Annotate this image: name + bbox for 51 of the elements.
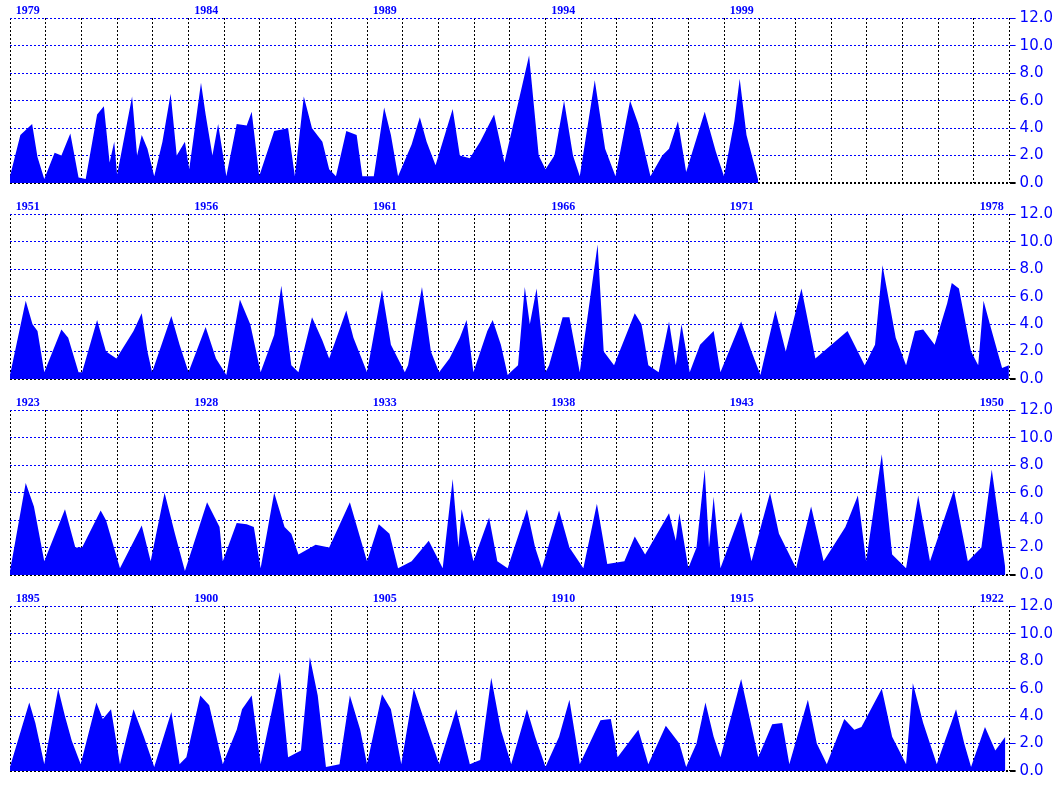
y-tick-label: 4.0 — [1019, 118, 1044, 137]
y-tick-label: 12.0 — [1019, 596, 1054, 615]
y-tick-label: 12.0 — [1019, 204, 1054, 223]
x-tick-label: 1933 — [372, 395, 397, 410]
x-tick-label: 1938 — [551, 395, 576, 410]
y-tick-label: 8.0 — [1019, 455, 1044, 474]
y-tick-label: 4.0 — [1019, 706, 1044, 725]
x-tick-label: 1895 — [15, 591, 40, 606]
x-tick-label: 1971 — [729, 199, 754, 214]
x-tick-label: 1984 — [194, 3, 219, 18]
y-tick-label: 6.0 — [1019, 482, 1044, 501]
x-tick-label: 1994 — [551, 3, 576, 18]
y-tick-label: 8.0 — [1019, 63, 1044, 82]
x-tick-label: 1950 — [979, 395, 1004, 410]
y-tick-label: 10.0 — [1019, 35, 1054, 54]
y-tick-label: 12.0 — [1019, 8, 1054, 27]
x-tick-label: 1928 — [194, 395, 219, 410]
y-tick-label: 2.0 — [1019, 341, 1044, 360]
x-tick-label: 1922 — [979, 591, 1004, 606]
y-tick-label: 8.0 — [1019, 259, 1044, 278]
x-tick-label: 1979 — [15, 3, 40, 18]
x-tick-label: 1999 — [729, 3, 754, 18]
x-tick-label: 1910 — [551, 591, 576, 606]
y-tick-label: 4.0 — [1019, 510, 1044, 529]
y-tick-label: 0.0 — [1019, 564, 1044, 583]
y-tick-label: 0.0 — [1019, 760, 1044, 779]
x-tick-label: 1961 — [372, 199, 397, 214]
y-tick-label: 6.0 — [1019, 678, 1044, 697]
y-tick-label: 0.0 — [1019, 368, 1044, 387]
y-tick-label: 2.0 — [1019, 537, 1044, 556]
x-tick-label: 1915 — [729, 591, 754, 606]
y-tick-label: 10.0 — [1019, 427, 1054, 446]
x-tick-label: 1978 — [979, 199, 1004, 214]
x-tick-label: 1951 — [15, 199, 40, 214]
x-tick-label: 1966 — [551, 199, 576, 214]
y-tick-label: 8.0 — [1019, 651, 1044, 670]
y-tick-label: 6.0 — [1019, 286, 1044, 305]
y-tick-label: 10.0 — [1019, 623, 1054, 642]
x-tick-label: 1989 — [372, 3, 397, 18]
y-tick-label: 0.0 — [1019, 172, 1044, 191]
x-tick-label: 1943 — [729, 395, 754, 410]
x-tick-label: 1956 — [194, 199, 219, 214]
x-tick-label: 1905 — [372, 591, 397, 606]
y-tick-label: 6.0 — [1019, 90, 1044, 109]
y-tick-label: 2.0 — [1019, 145, 1044, 164]
y-tick-label: 12.0 — [1019, 400, 1054, 419]
y-tick-label: 4.0 — [1019, 314, 1044, 333]
y-tick-label: 10.0 — [1019, 231, 1054, 250]
x-tick-label: 1900 — [194, 591, 219, 606]
x-tick-label: 1923 — [15, 395, 40, 410]
y-tick-label: 2.0 — [1019, 733, 1044, 752]
